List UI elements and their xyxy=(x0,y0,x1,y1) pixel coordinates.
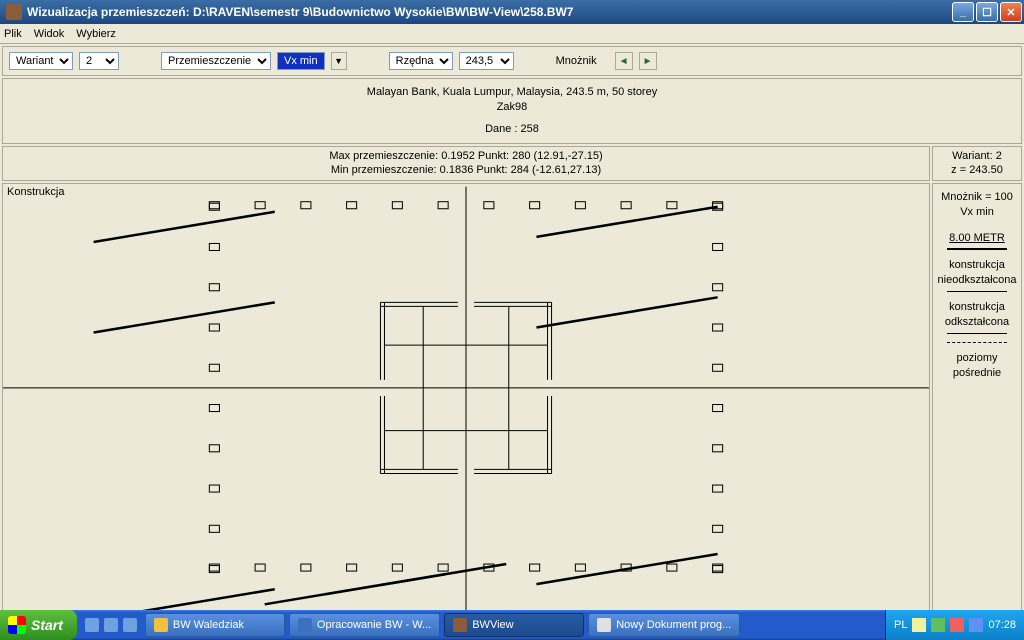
start-button[interactable]: Start xyxy=(0,610,77,640)
mnoznik-next-button[interactable]: ► xyxy=(639,52,657,70)
legend-levels1: poziomy xyxy=(937,351,1017,366)
folder-icon xyxy=(154,618,168,632)
minimize-button[interactable]: _ xyxy=(952,2,974,22)
header-line2: Zak98 xyxy=(3,100,1021,115)
taskbar-button-4[interactable]: Nowy Dokument prog... xyxy=(588,613,740,637)
legend: Mnożnik = 100 Vx min 8.00 METR konstrukc… xyxy=(932,183,1022,623)
close-button[interactable]: ✕ xyxy=(1000,2,1022,22)
stats-max: Max przemieszczenie: 0.1952 Punkt: 280 (… xyxy=(3,149,929,163)
legend-deformed2: odkształcona xyxy=(937,315,1017,330)
app-icon xyxy=(6,4,22,20)
legend-vxmin: Vx min xyxy=(937,205,1017,220)
clock[interactable]: 07:28 xyxy=(988,619,1016,631)
legend-scale-value: 8.00 METR xyxy=(937,231,1017,246)
vxmin-dropdown-icon[interactable]: ▼ xyxy=(331,52,347,70)
menu-plik[interactable]: Plik xyxy=(4,28,22,40)
legend-mnoznik: Mnożnik = 100 xyxy=(937,190,1017,205)
tray-icon-3[interactable] xyxy=(950,618,964,632)
legend-undeformed1: konstrukcja xyxy=(937,258,1017,273)
windows-logo-icon xyxy=(8,616,26,634)
stats-wariant: Wariant: 2 xyxy=(933,149,1021,163)
doc-icon xyxy=(597,618,611,632)
window-title: Wizualizacja przemieszczeń: D:\RAVEN\sem… xyxy=(27,5,573,19)
toolbar: Wariant 2 Przemieszczenie Vx min ▼ Rzędn… xyxy=(2,46,1022,76)
header-block: Malayan Bank, Kuala Lumpur, Malaysia, 24… xyxy=(2,78,1022,144)
taskbar-button-3[interactable]: BWView xyxy=(444,613,584,637)
tray-icon-2[interactable] xyxy=(931,618,945,632)
header-line3: Dane : 258 xyxy=(3,122,1021,137)
taskbar: Start BW Waledziak Opracowanie BW - W...… xyxy=(0,610,1024,640)
tray-icon-4[interactable] xyxy=(969,618,983,632)
legend-levels2: pośrednie xyxy=(937,366,1017,381)
menubar: Plik Widok Wybierz xyxy=(0,24,1024,44)
menu-widok[interactable]: Widok xyxy=(34,28,65,40)
taskbar-button-1[interactable]: BW Waledziak xyxy=(145,613,285,637)
mnoznik-label: Mnożnik xyxy=(556,55,597,67)
stats-min: Min przemieszczenie: 0.1836 Punkt: 284 (… xyxy=(3,163,929,177)
quick-launch xyxy=(77,618,145,632)
system-tray: PL 07:28 xyxy=(885,610,1024,640)
mnoznik-prev-button[interactable]: ◄ xyxy=(615,52,633,70)
word-icon xyxy=(298,618,312,632)
legend-deformed1: konstrukcja xyxy=(937,300,1017,315)
lang-indicator[interactable]: PL xyxy=(894,619,907,631)
stats-z: z = 243.50 xyxy=(933,163,1021,177)
wariant-value-select[interactable]: 2 xyxy=(79,52,119,70)
ql-icon-1[interactable] xyxy=(85,618,99,632)
rzedna-select[interactable]: Rzędna xyxy=(389,52,453,70)
rzedna-value-select[interactable]: 243,5 xyxy=(459,52,514,70)
canvas-label: Konstrukcja xyxy=(7,186,64,198)
structure-diagram xyxy=(3,184,929,622)
ql-icon-3[interactable] xyxy=(123,618,137,632)
przemieszczenie-select[interactable]: Przemieszczenie xyxy=(161,52,271,70)
taskbar-button-2[interactable]: Opracowanie BW - W... xyxy=(289,613,440,637)
vxmin-select[interactable]: Vx min xyxy=(277,52,325,70)
ql-icon-2[interactable] xyxy=(104,618,118,632)
menu-wybierz[interactable]: Wybierz xyxy=(76,28,116,40)
canvas: Konstrukcja xyxy=(2,183,930,623)
legend-undeformed2: nieodkształcona xyxy=(937,273,1017,288)
header-line1: Malayan Bank, Kuala Lumpur, Malaysia, 24… xyxy=(3,85,1021,100)
titlebar: Wizualizacja przemieszczeń: D:\RAVEN\sem… xyxy=(0,0,1024,24)
stats-right: Wariant: 2 z = 243.50 xyxy=(932,146,1022,181)
stats-main: Max przemieszczenie: 0.1952 Punkt: 280 (… xyxy=(2,146,930,181)
tray-icon-1[interactable] xyxy=(912,618,926,632)
maximize-button[interactable]: ☐ xyxy=(976,2,998,22)
app-icon xyxy=(453,618,467,632)
wariant-select[interactable]: Wariant xyxy=(9,52,73,70)
